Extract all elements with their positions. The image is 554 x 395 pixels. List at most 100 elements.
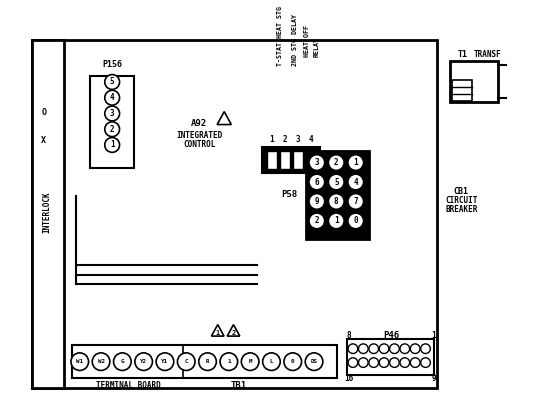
Bar bbox=[73, 345, 337, 378]
Circle shape bbox=[93, 353, 110, 371]
Text: 2ND STG DELAY: 2ND STG DELAY bbox=[291, 14, 297, 66]
Circle shape bbox=[358, 344, 368, 354]
Circle shape bbox=[105, 90, 120, 105]
Text: 3: 3 bbox=[295, 135, 300, 144]
Text: 2: 2 bbox=[334, 158, 338, 167]
Text: 1: 1 bbox=[110, 141, 115, 149]
Bar bbox=[450, 61, 499, 102]
Text: CB1: CB1 bbox=[454, 187, 469, 196]
Circle shape bbox=[329, 155, 344, 170]
Text: CIRCUIT: CIRCUIT bbox=[445, 196, 478, 205]
Circle shape bbox=[358, 358, 368, 367]
Text: CONTROL: CONTROL bbox=[183, 141, 216, 149]
Circle shape bbox=[71, 353, 89, 371]
Text: 8: 8 bbox=[334, 197, 338, 206]
Circle shape bbox=[105, 137, 120, 152]
Circle shape bbox=[114, 353, 131, 371]
Polygon shape bbox=[212, 325, 224, 336]
Text: G: G bbox=[121, 359, 124, 364]
Text: Y2: Y2 bbox=[140, 359, 147, 364]
Polygon shape bbox=[217, 112, 232, 124]
Text: INTERLOCK: INTERLOCK bbox=[42, 192, 51, 233]
Text: T1: T1 bbox=[458, 50, 468, 59]
Text: 2: 2 bbox=[232, 330, 235, 336]
Text: TERMINAL BOARD: TERMINAL BOARD bbox=[95, 381, 160, 390]
Circle shape bbox=[329, 213, 344, 229]
Circle shape bbox=[369, 344, 378, 354]
Text: 6: 6 bbox=[315, 177, 319, 186]
Text: RELAY: RELAY bbox=[314, 37, 320, 57]
Circle shape bbox=[348, 358, 358, 367]
Bar bbox=[90, 75, 135, 168]
Bar bbox=[347, 339, 434, 374]
Bar bbox=[306, 150, 316, 169]
Circle shape bbox=[420, 358, 430, 367]
Text: 5: 5 bbox=[110, 77, 115, 87]
Circle shape bbox=[389, 358, 399, 367]
Text: M: M bbox=[248, 359, 252, 364]
Text: HEAT OFF: HEAT OFF bbox=[304, 25, 310, 57]
Text: 5: 5 bbox=[334, 177, 338, 186]
Circle shape bbox=[305, 353, 323, 371]
Text: 4: 4 bbox=[110, 93, 115, 102]
Text: L: L bbox=[270, 359, 273, 364]
Text: P58: P58 bbox=[281, 190, 297, 199]
Circle shape bbox=[135, 353, 152, 371]
Circle shape bbox=[309, 155, 325, 170]
Polygon shape bbox=[227, 325, 240, 336]
Text: BREAKER: BREAKER bbox=[445, 205, 478, 214]
Text: T-STAT HEAT STG: T-STAT HEAT STG bbox=[277, 6, 283, 66]
Text: 9: 9 bbox=[431, 374, 436, 383]
Circle shape bbox=[389, 344, 399, 354]
Circle shape bbox=[105, 122, 120, 137]
Circle shape bbox=[309, 213, 325, 229]
Text: X: X bbox=[41, 136, 46, 145]
Text: 2: 2 bbox=[110, 125, 115, 134]
Text: 1: 1 bbox=[270, 135, 274, 144]
Text: W2: W2 bbox=[98, 359, 105, 364]
Bar bbox=[452, 80, 473, 100]
Circle shape bbox=[284, 353, 301, 371]
Circle shape bbox=[420, 344, 430, 354]
Text: 1: 1 bbox=[227, 359, 230, 364]
Text: 2: 2 bbox=[283, 135, 287, 144]
Circle shape bbox=[411, 358, 420, 367]
Text: 2: 2 bbox=[315, 216, 319, 226]
Text: O: O bbox=[41, 108, 46, 117]
Circle shape bbox=[369, 358, 378, 367]
Circle shape bbox=[329, 174, 344, 190]
Text: Y1: Y1 bbox=[161, 359, 168, 364]
Text: 4: 4 bbox=[353, 177, 358, 186]
Bar bbox=[280, 150, 290, 169]
Text: 0: 0 bbox=[291, 359, 295, 364]
Text: P156: P156 bbox=[102, 60, 122, 69]
Circle shape bbox=[156, 353, 174, 371]
Circle shape bbox=[309, 174, 325, 190]
Text: 3: 3 bbox=[315, 158, 319, 167]
Bar bbox=[293, 150, 303, 169]
Circle shape bbox=[199, 353, 217, 371]
Text: 4: 4 bbox=[309, 135, 313, 144]
Circle shape bbox=[220, 353, 238, 371]
Text: 16: 16 bbox=[345, 374, 354, 383]
Circle shape bbox=[105, 75, 120, 89]
Text: DS: DS bbox=[311, 359, 317, 364]
Circle shape bbox=[348, 155, 363, 170]
Circle shape bbox=[348, 174, 363, 190]
Text: TRANSF: TRANSF bbox=[473, 50, 501, 59]
Circle shape bbox=[400, 358, 409, 367]
Bar bbox=[32, 40, 437, 387]
Circle shape bbox=[411, 344, 420, 354]
Circle shape bbox=[177, 353, 195, 371]
Text: C: C bbox=[184, 359, 188, 364]
Text: 9: 9 bbox=[315, 197, 319, 206]
Circle shape bbox=[400, 344, 409, 354]
Bar bbox=[267, 150, 277, 169]
Text: 1: 1 bbox=[216, 330, 220, 336]
Text: 1: 1 bbox=[334, 216, 338, 226]
Bar bbox=[32, 40, 64, 387]
Circle shape bbox=[348, 213, 363, 229]
Text: INTEGRATED: INTEGRATED bbox=[176, 131, 222, 140]
Text: 3: 3 bbox=[110, 109, 115, 118]
Circle shape bbox=[329, 194, 344, 209]
